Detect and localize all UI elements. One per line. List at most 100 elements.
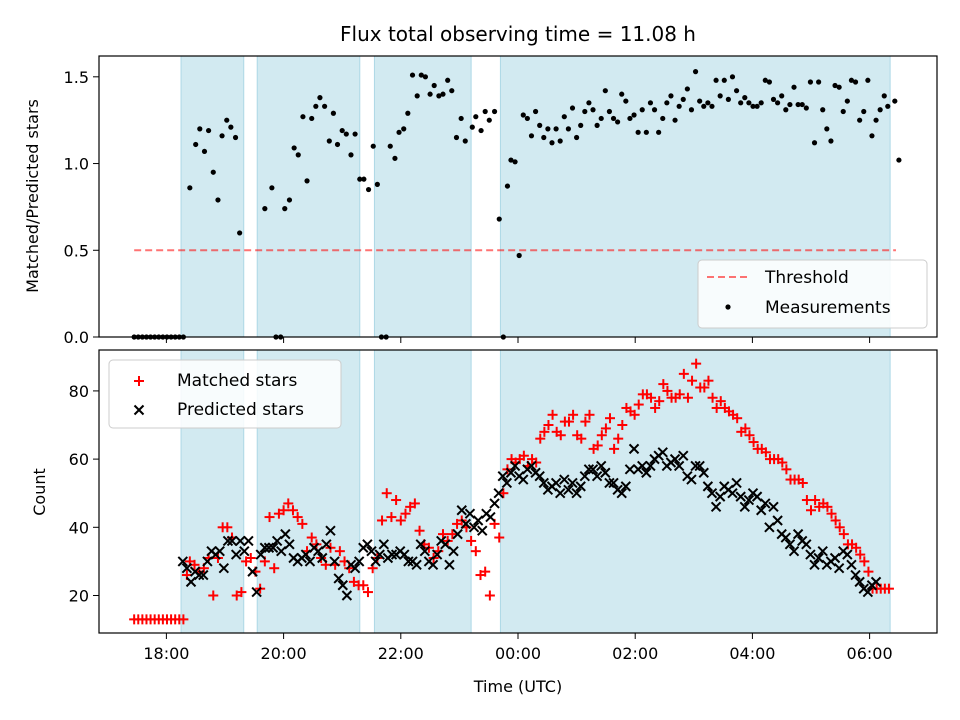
bottom-point-1-22 <box>267 542 279 553</box>
bottom-point-1-16 <box>243 535 254 547</box>
top-point-0-25 <box>262 206 268 212</box>
bottom-point-0-128 <box>691 358 702 369</box>
bottom-point-1-40-b <box>341 590 353 601</box>
bottom-point-1-122 <box>678 450 689 461</box>
bottom-point-1-169 <box>870 576 882 588</box>
bottom-point-1-112-b <box>637 460 648 472</box>
bottom-point-0-127 <box>687 375 698 386</box>
top-point-0-145 <box>775 100 781 106</box>
bottom-x-tick-label-4: 02:00 <box>612 644 658 663</box>
bottom-point-1-54-b <box>399 549 410 560</box>
bottom-point-1-91-b <box>550 477 562 489</box>
bottom-point-0-74 <box>466 535 477 546</box>
top-point-0-75 <box>486 117 492 123</box>
bottom-point-1-49-b <box>378 539 390 550</box>
top-point-0-59 <box>414 93 420 99</box>
bottom-point-1-100-b <box>587 464 599 475</box>
bottom-point-1-147-b <box>780 532 792 543</box>
top-point-0-169 <box>873 117 879 123</box>
bottom-point-1-114-b <box>645 460 656 472</box>
bottom-point-1-57 <box>411 559 422 571</box>
bottom-point-1-152-b <box>801 539 812 550</box>
bottom-point-1-95-b <box>567 477 578 489</box>
bottom-point-0-63 <box>414 525 425 536</box>
bottom-point-1-19 <box>255 549 266 560</box>
bottom-point-1-105-b <box>608 477 619 489</box>
bottom-point-1-67 <box>452 528 463 540</box>
top-point-0-88 <box>541 134 547 141</box>
top-point-0-66 <box>445 77 451 83</box>
bottom-point-1-15 <box>239 545 250 557</box>
bottom-point-1-87 <box>534 470 545 482</box>
bottom-point-1-35-b <box>321 539 332 550</box>
bottom-point-1-159-b <box>829 552 841 564</box>
bottom-point-1-73-b <box>477 525 488 536</box>
top-point-0-150 <box>795 101 801 108</box>
bottom-point-1-93 <box>559 474 570 485</box>
bottom-point-1-38 <box>333 573 344 584</box>
top-point-0-159 <box>832 82 838 89</box>
bottom-point-1-58 <box>415 539 426 550</box>
bottom-point-1-148 <box>784 539 796 550</box>
bottom-point-1-10-b <box>218 563 230 574</box>
top-y-tick-label-2: 1.0 <box>64 155 89 174</box>
bottom-point-1-135 <box>731 477 742 489</box>
bottom-legend-box <box>108 359 342 429</box>
bottom-point-1-36-b <box>325 525 336 536</box>
bottom-point-1-85-b <box>526 460 537 472</box>
bottom-point-1-102-b <box>596 460 607 472</box>
bottom-point-0-100 <box>576 433 587 444</box>
top-point-0-72 <box>473 114 479 120</box>
bottom-point-1-145-b <box>772 515 783 526</box>
bottom-point-0-62 <box>409 498 420 509</box>
bottom-point-1-75-b <box>485 511 496 523</box>
top-window-2 <box>373 55 472 338</box>
legend-measurements-swatch <box>725 304 731 310</box>
bottom-point-1-24 <box>276 545 287 557</box>
bottom-point-0-80 <box>494 532 505 543</box>
bottom-point-1-65 <box>444 559 455 571</box>
bottom-point-1-48 <box>374 549 385 560</box>
bottom-point-1-23 <box>271 535 283 547</box>
bottom-panel: 20 40 60 80 18:00 20:00 22:00 00:00 02:00 04:00 06… <box>69 349 938 663</box>
top-point-0-164 <box>852 79 859 85</box>
bottom-point-1-20 <box>259 542 271 553</box>
top-window-0 <box>180 55 245 338</box>
bottom-point-1-77-b <box>493 487 504 499</box>
bottom-point-1-37-b <box>329 556 340 567</box>
top-point-0-71 <box>469 124 475 130</box>
bottom-point-1-33 <box>312 545 324 557</box>
bottom-point-1-55-b <box>403 556 414 567</box>
top-point-0-127 <box>701 103 707 109</box>
bottom-point-0-59 <box>395 515 406 526</box>
top-point-0-152 <box>803 105 809 111</box>
bottom-point-0-60 <box>400 508 411 519</box>
top-legend-box <box>697 259 928 329</box>
bottom-point-0-37 <box>292 512 303 523</box>
top-point-0-161 <box>840 108 846 115</box>
bottom-point-1-39-b <box>337 580 348 591</box>
bottom-point-1-103 <box>600 467 611 478</box>
bottom-point-1-37 <box>329 556 340 567</box>
top-point-0-46 <box>357 176 363 182</box>
top-point-0-162 <box>844 98 850 104</box>
bottom-point-0-56 <box>381 488 392 499</box>
bottom-point-1-127 <box>698 467 709 478</box>
bottom-point-1-64-b <box>440 539 451 550</box>
bottom-point-0-130 <box>699 382 710 393</box>
bottom-point-1-154-b <box>809 559 820 571</box>
top-point-0-125 <box>692 69 699 75</box>
bottom-point-1-49 <box>378 539 390 550</box>
top-point-0-43 <box>343 131 349 137</box>
bottom-point-1-62 <box>431 549 443 560</box>
bottom-point-1-144-b <box>768 501 779 513</box>
bottom-point-1-6-b <box>202 556 213 567</box>
bottom-point-0-142 <box>748 437 759 448</box>
bottom-point-0-106 <box>600 423 611 434</box>
top-point-0-160 <box>836 84 842 90</box>
bottom-y-axis-label: Count <box>30 468 49 516</box>
bottom-point-1-152 <box>801 539 812 550</box>
bottom-point-1-150 <box>792 528 804 540</box>
top-window-1 <box>256 55 361 338</box>
